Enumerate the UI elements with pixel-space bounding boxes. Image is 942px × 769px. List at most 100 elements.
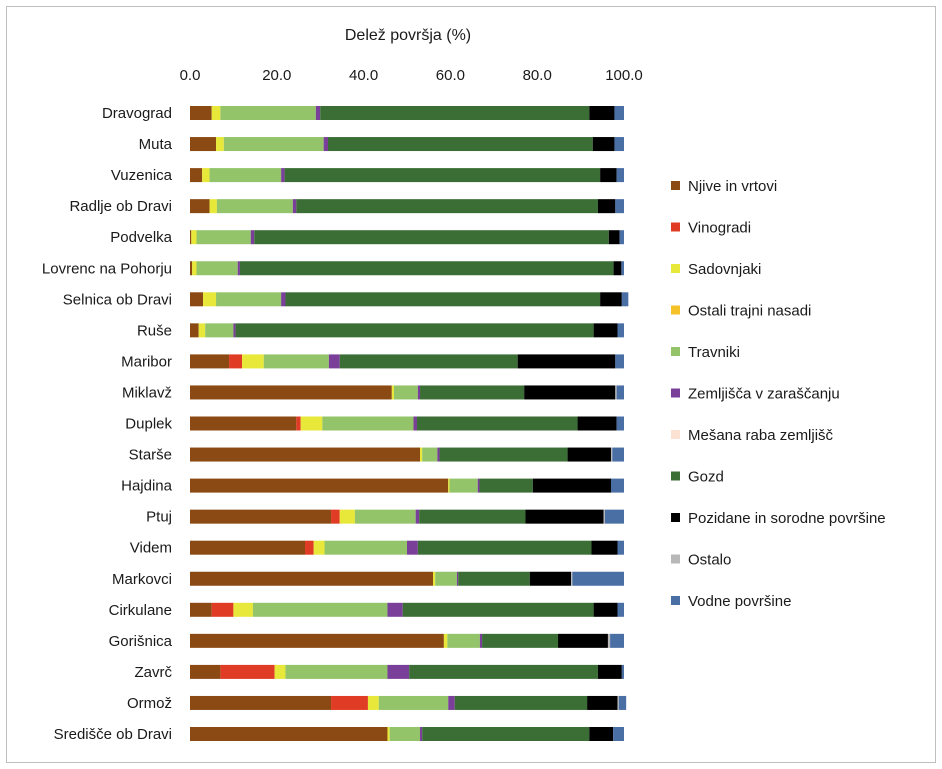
bar-segment bbox=[597, 199, 616, 214]
bar-segment bbox=[322, 416, 414, 431]
bar-segment bbox=[190, 137, 217, 152]
bar-segment bbox=[616, 385, 624, 400]
bar-segment bbox=[479, 478, 533, 493]
bar-segment bbox=[252, 602, 388, 617]
bar-segment bbox=[198, 323, 206, 338]
bar-segment bbox=[284, 168, 601, 183]
bar-segment bbox=[292, 199, 297, 214]
bar-segment bbox=[220, 664, 275, 679]
bar-segment bbox=[331, 695, 368, 710]
legend-swatch bbox=[671, 347, 680, 356]
legend-swatch bbox=[671, 222, 680, 232]
bar-segment bbox=[420, 385, 525, 400]
bar-segment bbox=[274, 664, 286, 679]
category-label: Lovrenc na Pohorju bbox=[42, 260, 172, 277]
legend-swatch bbox=[671, 264, 680, 273]
bar-segment bbox=[617, 323, 624, 338]
bar-segment bbox=[589, 106, 615, 120]
legend-label: Mešana raba zemljišč bbox=[688, 427, 834, 444]
bar-segment bbox=[313, 540, 325, 555]
category-label: Markovci bbox=[112, 571, 172, 588]
bar-segment bbox=[435, 571, 457, 586]
bar-segment bbox=[190, 292, 204, 307]
legend-label: Njive in vrtovi bbox=[688, 178, 777, 195]
bar-segment bbox=[190, 664, 221, 679]
bar-segment bbox=[190, 261, 193, 276]
bar-segment bbox=[616, 416, 624, 431]
bar-segment bbox=[621, 664, 624, 679]
bar-segment bbox=[571, 571, 573, 586]
x-tick-label: 20.0 bbox=[262, 67, 291, 84]
bar-segment bbox=[196, 261, 238, 276]
category-label: Zavrč bbox=[135, 664, 173, 681]
bar-segment bbox=[328, 137, 593, 152]
bar-segment bbox=[389, 727, 421, 741]
bar-segment bbox=[305, 540, 314, 555]
legend-swatch bbox=[671, 471, 680, 481]
bar-segment bbox=[233, 602, 253, 617]
bar-segment bbox=[211, 602, 234, 617]
bar-segment bbox=[196, 230, 251, 245]
bar-segment bbox=[191, 230, 197, 245]
x-tick-label: 100.0 bbox=[605, 67, 643, 84]
bar-segment bbox=[296, 199, 598, 214]
bar-segment bbox=[415, 509, 420, 524]
bar-segment bbox=[237, 261, 240, 276]
bar-segment bbox=[433, 571, 436, 586]
bar-segment bbox=[209, 168, 282, 183]
bar-segment bbox=[454, 695, 588, 710]
bar-segment bbox=[190, 416, 297, 431]
bar-segment bbox=[417, 385, 421, 400]
bar-segment bbox=[615, 354, 624, 369]
bar-segment bbox=[577, 416, 617, 431]
bar-segment bbox=[600, 292, 622, 307]
bar-segment bbox=[447, 633, 480, 648]
category-label: Maribor bbox=[121, 353, 172, 370]
bar-segment bbox=[285, 292, 601, 307]
bar-segment bbox=[614, 106, 624, 120]
bar-segment bbox=[190, 727, 388, 741]
bar-segment bbox=[448, 478, 450, 493]
category-label: Selnica ob Dravi bbox=[63, 291, 172, 308]
bar-segment bbox=[525, 509, 604, 524]
bar-segment bbox=[597, 664, 622, 679]
category-label: Središče ob Dravi bbox=[54, 726, 172, 743]
bar-segment bbox=[593, 602, 618, 617]
category-label: Gorišnica bbox=[109, 633, 173, 650]
bar-segment bbox=[604, 509, 624, 524]
legend-label: Ostali trajni nasadi bbox=[688, 303, 811, 320]
bar-segment bbox=[617, 540, 624, 555]
bar-segment bbox=[239, 261, 614, 276]
legend-swatch bbox=[671, 305, 680, 315]
bar-segment bbox=[420, 447, 423, 462]
category-label: Radlje ob Dravi bbox=[69, 198, 172, 215]
bar-segment bbox=[529, 571, 572, 586]
bar-segment bbox=[223, 137, 324, 152]
bar-segment bbox=[413, 416, 417, 431]
x-tick-label: 0.0 bbox=[180, 67, 201, 84]
bar-segment bbox=[524, 385, 616, 400]
bar-segment bbox=[203, 292, 217, 307]
bar-segment bbox=[391, 385, 394, 400]
bar-segment bbox=[443, 633, 448, 648]
category-label: Ormož bbox=[127, 695, 172, 712]
bar-segment bbox=[572, 571, 624, 586]
bar-segment bbox=[393, 385, 418, 400]
bar-segment bbox=[190, 385, 392, 400]
bar-segment bbox=[617, 695, 619, 710]
bar-segment bbox=[613, 727, 624, 741]
bar-segment bbox=[242, 354, 264, 369]
bar-segment bbox=[589, 727, 614, 741]
category-label: Starše bbox=[129, 447, 172, 464]
category-label: Ruše bbox=[137, 322, 172, 339]
bar-segment bbox=[617, 602, 624, 617]
category-label: Muta bbox=[139, 136, 173, 153]
bar-segment bbox=[558, 633, 608, 648]
bar-segment bbox=[593, 323, 618, 338]
x-tick-label: 60.0 bbox=[436, 67, 465, 84]
bar-segment bbox=[621, 292, 629, 307]
legend-label: Vodne površine bbox=[688, 593, 791, 610]
bar-segment bbox=[613, 261, 622, 276]
bar-segment bbox=[621, 261, 624, 276]
bar-segment bbox=[254, 230, 609, 245]
